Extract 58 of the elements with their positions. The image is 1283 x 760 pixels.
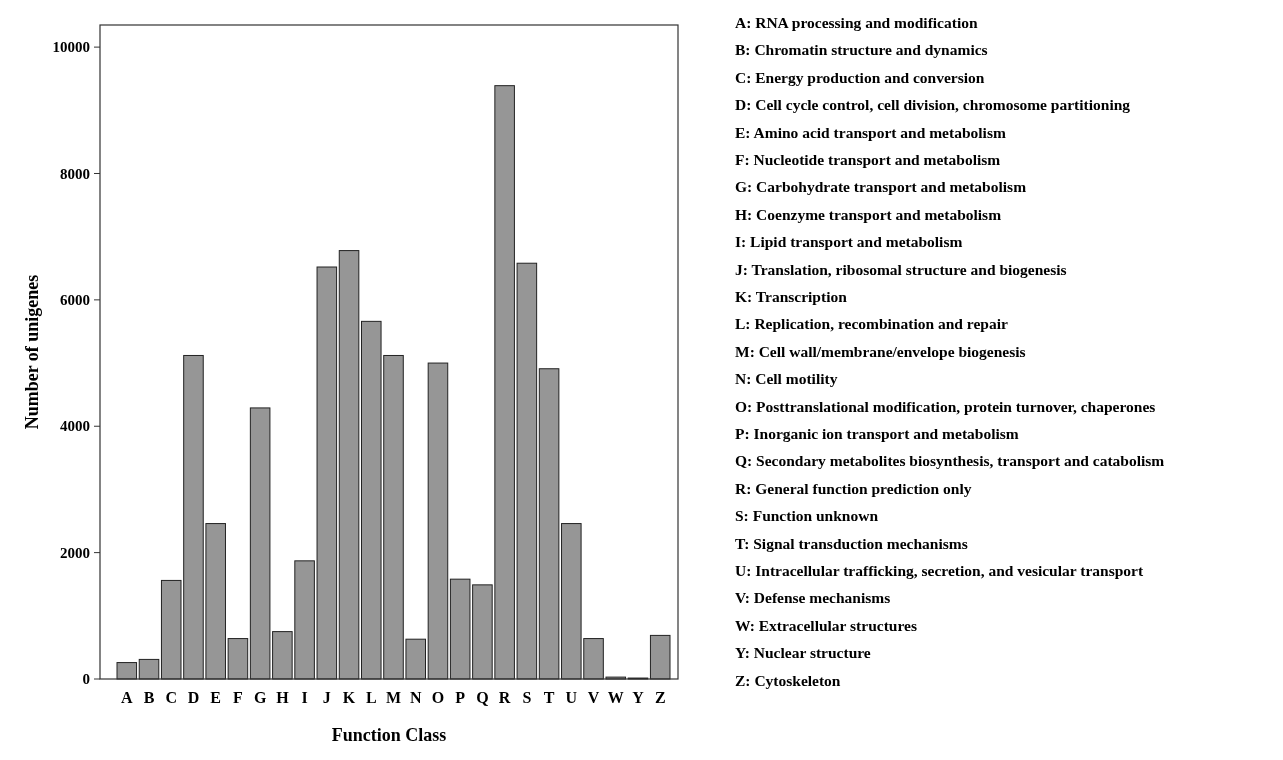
text: Y: Nuclear structure xyxy=(735,644,871,662)
text: E: Amino acid transport and metabolism xyxy=(735,123,1006,141)
text: S: Function unknown xyxy=(735,507,879,525)
x-tick-label: J xyxy=(322,689,331,706)
text: N: Cell motility xyxy=(735,370,838,388)
x-tick-label: Z xyxy=(654,689,666,706)
text: G: Carbohydrate transport and metabolism xyxy=(735,178,1027,196)
y-tick-label: 10000 xyxy=(52,39,90,56)
x-tick-label: V xyxy=(587,689,600,706)
text: W: Extracellular structures xyxy=(735,616,917,634)
x-tick-label: N xyxy=(409,689,422,706)
x-tick-label: K xyxy=(342,689,356,706)
text: I: Lipid transport and metabolism xyxy=(735,233,963,251)
y-tick-label: 0 xyxy=(82,671,90,688)
text: V: Defense mechanisms xyxy=(735,589,891,607)
x-tick-label: E xyxy=(210,689,222,706)
text: B: Chromatin structure and dynamics xyxy=(735,41,988,59)
x-tick-label: S xyxy=(522,689,532,706)
x-tick-label: B xyxy=(143,689,155,706)
text: T: Signal transduction mechanisms xyxy=(735,534,968,552)
text: H: Coenzyme transport and metabolism xyxy=(735,205,1002,223)
x-tick-label: F xyxy=(233,689,244,706)
text: P: Inorganic ion transport and metabolism xyxy=(735,425,1019,442)
y-tick-label: 4000 xyxy=(60,418,90,435)
x-tick-label: I xyxy=(301,689,308,706)
x-tick-label: U xyxy=(565,689,578,706)
x-tick-label: Q xyxy=(476,689,489,706)
x-tick-label: A xyxy=(121,689,133,706)
y-tick-label: 2000 xyxy=(60,544,90,561)
text: Z: Cytoskeleton xyxy=(735,671,841,689)
x-tick-label: Y xyxy=(632,689,645,706)
x-tick-label: M xyxy=(385,689,402,706)
text: U: Intracellular trafficking, secretion, and vesicular transport xyxy=(735,562,1144,579)
x-tick-label: C xyxy=(165,689,178,706)
x-tick-label: T xyxy=(543,689,555,706)
y-tick-label: 8000 xyxy=(60,165,90,182)
x-tick-label: P xyxy=(455,689,466,706)
y-tick-label: 6000 xyxy=(60,292,90,309)
x-tick-label: G xyxy=(253,689,267,706)
text: F: Nucleotide transport and metabolism xyxy=(735,151,1001,168)
x-tick-label: W xyxy=(607,689,624,706)
text: C: Energy production and conversion xyxy=(735,68,985,86)
x-tick-label: D xyxy=(187,689,200,706)
text: O: Posttranslational modification, protein turnover, chaperones xyxy=(735,397,1156,415)
x-tick-label: L xyxy=(365,689,377,706)
text: K: Transcription xyxy=(735,288,848,305)
text: D: Cell cycle control, cell division, chromosome partitioning xyxy=(735,96,1131,114)
text: R: General function prediction only xyxy=(735,479,972,497)
text: L: Replication, recombination and repair xyxy=(735,315,1008,333)
text: M: Cell wall/membrane/envelope biogenesis xyxy=(735,342,1026,360)
text: Q: Secondary metabolites biosynthesis, transport and catabolism xyxy=(735,452,1165,470)
x-tick-label: H xyxy=(276,689,290,706)
text: J: Translation, ribosomal structure and biogenesis xyxy=(735,260,1067,278)
x-tick-label: O xyxy=(431,689,445,706)
x-tick-label: R xyxy=(498,689,511,706)
y-axis-title: Number of unigenes xyxy=(22,274,42,430)
x-axis-title: Function Class xyxy=(331,725,447,745)
text: A: RNA processing and modification xyxy=(735,14,978,31)
